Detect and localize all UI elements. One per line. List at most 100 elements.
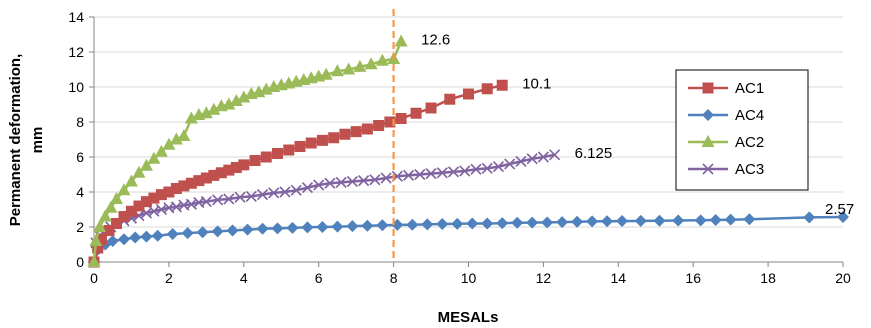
data-point-ac2 [139, 158, 153, 171]
data-point-ac1 [170, 183, 182, 194]
x-marker-stroke [290, 184, 302, 196]
data-point-ac2 [184, 111, 198, 124]
legend-item-ac3: AC3 [688, 161, 764, 178]
data-point-ac4 [724, 213, 737, 226]
x-marker-stroke [178, 199, 190, 211]
end-label-ac3: 6.125 [575, 145, 613, 162]
x-marker-stroke [447, 166, 460, 178]
data-point-ac3 [256, 189, 269, 201]
x-marker-stroke [245, 190, 257, 202]
x-tick-label: 4 [240, 270, 248, 286]
data-point-ac4 [616, 215, 629, 228]
data-point-ac4 [601, 215, 614, 228]
y-axis-title-line2: mm [29, 127, 46, 154]
data-point-ac4 [466, 217, 479, 230]
x-marker-stroke [163, 202, 175, 214]
x-marker-stroke [170, 201, 182, 213]
data-point-ac3 [369, 174, 381, 186]
data-point-ac3 [549, 149, 561, 161]
data-point-ac2 [364, 57, 378, 70]
data-point-ac2 [353, 59, 367, 72]
x-marker-stroke [335, 176, 347, 188]
y-axis-title-line1: Permanent deformation, [7, 54, 24, 227]
x-marker-stroke [470, 163, 482, 175]
data-point-ac4 [837, 211, 849, 224]
x-marker-stroke [358, 175, 370, 187]
data-point-ac2 [342, 62, 356, 75]
data-point-ac2 [199, 106, 213, 119]
data-point-ac1 [148, 192, 160, 204]
data-point-ac3 [436, 167, 448, 179]
x-marker-stroke [133, 210, 145, 222]
data-point-ac3 [504, 158, 516, 170]
data-point-ac3 [358, 175, 370, 187]
x-tick-label: 8 [390, 270, 398, 286]
data-point-ac3 [470, 163, 482, 175]
data-point-ac4 [226, 224, 239, 237]
data-point-ac4 [451, 217, 464, 230]
data-point-ac1 [463, 88, 474, 100]
data-point-ac3 [459, 165, 471, 177]
data-point-ac4 [106, 235, 119, 247]
data-point-ac4 [803, 211, 816, 224]
x-marker-stroke [369, 174, 381, 186]
legend-item-ac1: AC1 [688, 80, 764, 97]
x-marker-stroke [549, 149, 561, 161]
data-point-ac1 [95, 233, 107, 245]
data-point-ac1 [103, 225, 115, 236]
series-ac2 [87, 34, 408, 267]
y-tick-label: 14 [68, 9, 84, 25]
x-marker-stroke [268, 187, 280, 199]
data-point-ac4 [496, 217, 509, 230]
legend-marker-ac2 [701, 135, 715, 147]
data-point-ac1 [328, 132, 340, 144]
data-point-ac1 [163, 186, 175, 198]
data-point-ac4 [571, 215, 584, 228]
data-point-ac4 [709, 214, 722, 226]
data-point-ac2 [147, 151, 161, 164]
data-point-ac3 [223, 193, 235, 205]
data-point-ac4 [211, 225, 224, 238]
data-point-ac1 [260, 151, 272, 163]
end-labels: 10.1 2.57 12.6 6.125 [421, 32, 854, 219]
data-point-ac2 [132, 165, 146, 178]
x-marker-stroke [185, 198, 197, 210]
data-point-ac2 [375, 53, 389, 66]
data-point-ac4 [694, 214, 707, 227]
data-point-ac3 [335, 176, 347, 188]
data-point-ac1 [361, 123, 373, 135]
data-point-ac1 [185, 177, 197, 189]
series-ac1 [88, 79, 508, 268]
data-point-ac2 [117, 183, 131, 196]
data-point-ac4 [117, 233, 130, 246]
end-label-ac2: 12.6 [421, 32, 450, 49]
legend-marker-ac3 [702, 163, 714, 175]
data-point-ac2 [89, 234, 103, 246]
x-marker-stroke [414, 168, 426, 181]
x-marker-stroke [380, 172, 392, 184]
data-point-ac1 [133, 200, 145, 212]
data-point-ac3 [526, 153, 538, 165]
x-tick-label: 0 [90, 270, 98, 286]
data-point-ac4 [331, 220, 344, 233]
x-marker-stroke [234, 191, 246, 203]
x-tick-labels: 0 2 4 6 8 10 12 14 16 18 20 [90, 270, 851, 286]
data-point-ac1 [215, 167, 227, 179]
y-tick-label: 10 [68, 79, 84, 95]
data-point-ac1 [230, 162, 242, 173]
axes [89, 16, 844, 267]
y-tick-label: 2 [76, 219, 84, 235]
data-point-ac3 [537, 151, 549, 163]
x-marker-stroke [537, 151, 549, 163]
x-marker-stroke [140, 207, 152, 219]
data-point-ac1 [200, 172, 212, 184]
legend-label-ac1: AC1 [735, 80, 764, 97]
x-tick-label: 20 [835, 270, 851, 286]
data-point-ac3 [414, 168, 426, 181]
x-marker-stroke [324, 177, 336, 189]
series-ac4 [88, 211, 849, 268]
series-layer [87, 34, 849, 268]
data-point-ac4 [346, 220, 359, 233]
data-point-ac1 [373, 120, 385, 131]
data-point-ac4 [436, 218, 449, 231]
